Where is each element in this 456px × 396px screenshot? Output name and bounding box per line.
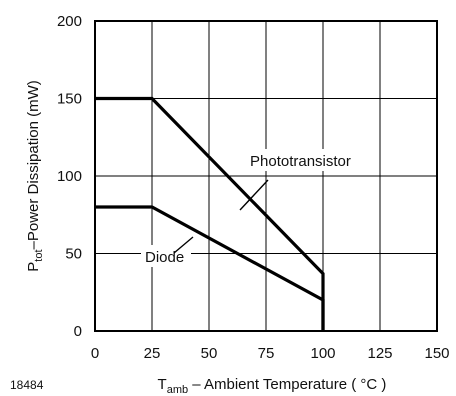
grid — [95, 21, 437, 331]
y-axis-title-rest: –Power Dissipation (mW) — [25, 80, 42, 249]
y-tick-label: 200 — [57, 13, 82, 30]
phototransistor-label: Phototransistor — [250, 153, 351, 170]
x-tick-label: 0 — [91, 345, 99, 362]
y-axis-symbol: P — [25, 262, 42, 272]
x-tick-label: 25 — [144, 345, 161, 362]
x-tick-label: 75 — [258, 345, 275, 362]
y-axis-subscript: tot — [33, 249, 45, 261]
y-axis-title: Ptot–Power Dissipation (mW) — [25, 80, 45, 271]
x-tick-labels: 0 25 50 75 100 125 150 — [91, 345, 450, 362]
series-line-diode — [95, 205, 325, 331]
x-tick-label: 150 — [424, 345, 449, 362]
x-axis-symbol: T — [158, 376, 167, 393]
diode-label-bg — [141, 245, 191, 267]
annotations: Phototransistor Diode — [141, 149, 378, 267]
series-layer — [95, 96, 325, 331]
y-tick-label: 150 — [57, 91, 82, 108]
y-tick-label: 100 — [57, 168, 82, 185]
x-tick-label: 100 — [310, 345, 335, 362]
phototransistor-label-bg — [246, 149, 378, 171]
plot-frame — [94, 20, 438, 332]
x-tick-label: 125 — [367, 345, 392, 362]
y-tick-label: 0 — [74, 323, 82, 340]
x-axis-subscript: amb — [167, 384, 188, 396]
x-tick-label: 50 — [201, 345, 218, 362]
diode-label: Diode — [145, 249, 184, 266]
figure-id: 18484 — [10, 378, 44, 392]
phototransistor-leader — [239, 179, 269, 211]
y-tick-labels: 0 50 100 150 200 — [57, 13, 82, 340]
x-axis-title: Tamb – Ambient Temperature ( °C ) — [158, 376, 387, 396]
y-tick-label: 50 — [65, 246, 82, 263]
x-axis-title-rest: – Ambient Temperature ( °C ) — [188, 376, 386, 393]
diode-leader — [173, 236, 194, 254]
